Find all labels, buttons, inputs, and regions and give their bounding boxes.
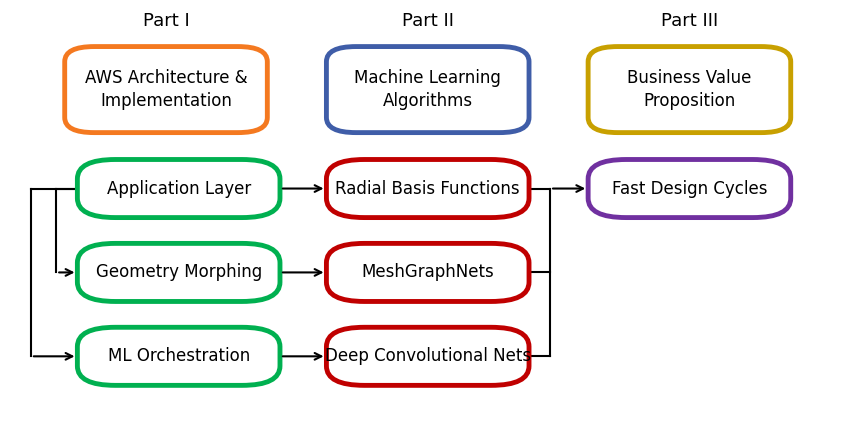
- Text: Part I: Part I: [142, 12, 190, 30]
- Text: MeshGraphNets: MeshGraphNets: [362, 263, 494, 281]
- Text: Business Value
Proposition: Business Value Proposition: [628, 69, 751, 110]
- Text: Radial Basis Functions: Radial Basis Functions: [335, 180, 520, 197]
- Text: Deep Convolutional Nets: Deep Convolutional Nets: [324, 347, 531, 365]
- FancyBboxPatch shape: [77, 159, 280, 217]
- FancyBboxPatch shape: [588, 159, 791, 217]
- FancyBboxPatch shape: [326, 327, 529, 385]
- FancyBboxPatch shape: [326, 159, 529, 217]
- FancyBboxPatch shape: [77, 243, 280, 301]
- FancyBboxPatch shape: [77, 327, 280, 385]
- Text: AWS Architecture &
Implementation: AWS Architecture & Implementation: [85, 69, 247, 110]
- Text: Part III: Part III: [661, 12, 718, 30]
- Text: Geometry Morphing: Geometry Morphing: [96, 263, 262, 281]
- Text: Application Layer: Application Layer: [107, 180, 251, 197]
- Text: Machine Learning
Algorithms: Machine Learning Algorithms: [354, 69, 501, 110]
- Text: ML Orchestration: ML Orchestration: [108, 347, 250, 365]
- FancyBboxPatch shape: [64, 47, 268, 132]
- Text: Part II: Part II: [401, 12, 454, 30]
- Text: Fast Design Cycles: Fast Design Cycles: [612, 180, 767, 197]
- FancyBboxPatch shape: [326, 47, 529, 132]
- FancyBboxPatch shape: [326, 243, 529, 301]
- FancyBboxPatch shape: [588, 47, 791, 132]
